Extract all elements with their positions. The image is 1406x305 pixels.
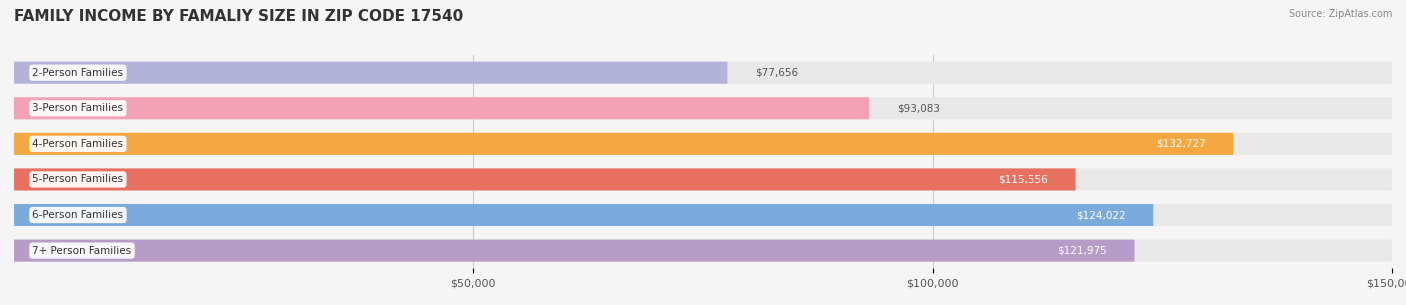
- Text: $93,083: $93,083: [897, 103, 939, 113]
- FancyBboxPatch shape: [14, 240, 1392, 262]
- FancyBboxPatch shape: [14, 168, 1392, 190]
- FancyBboxPatch shape: [14, 204, 1392, 226]
- FancyBboxPatch shape: [14, 97, 869, 119]
- FancyBboxPatch shape: [14, 62, 1392, 84]
- Text: 3-Person Families: 3-Person Families: [32, 103, 124, 113]
- Text: 5-Person Families: 5-Person Families: [32, 174, 124, 185]
- Text: 4-Person Families: 4-Person Families: [32, 139, 124, 149]
- Text: 7+ Person Families: 7+ Person Families: [32, 246, 132, 256]
- FancyBboxPatch shape: [14, 204, 1153, 226]
- FancyBboxPatch shape: [14, 62, 727, 84]
- FancyBboxPatch shape: [14, 133, 1233, 155]
- FancyBboxPatch shape: [14, 168, 1076, 190]
- Text: FAMILY INCOME BY FAMALIY SIZE IN ZIP CODE 17540: FAMILY INCOME BY FAMALIY SIZE IN ZIP COD…: [14, 9, 464, 24]
- Text: $115,556: $115,556: [998, 174, 1047, 185]
- Text: $121,975: $121,975: [1057, 246, 1107, 256]
- Text: 6-Person Families: 6-Person Families: [32, 210, 124, 220]
- Text: 2-Person Families: 2-Person Families: [32, 68, 124, 78]
- Text: $132,727: $132,727: [1156, 139, 1206, 149]
- FancyBboxPatch shape: [14, 240, 1135, 262]
- Text: $77,656: $77,656: [755, 68, 799, 78]
- Text: Source: ZipAtlas.com: Source: ZipAtlas.com: [1288, 9, 1392, 19]
- FancyBboxPatch shape: [14, 133, 1392, 155]
- Text: $124,022: $124,022: [1076, 210, 1126, 220]
- FancyBboxPatch shape: [14, 97, 1392, 119]
